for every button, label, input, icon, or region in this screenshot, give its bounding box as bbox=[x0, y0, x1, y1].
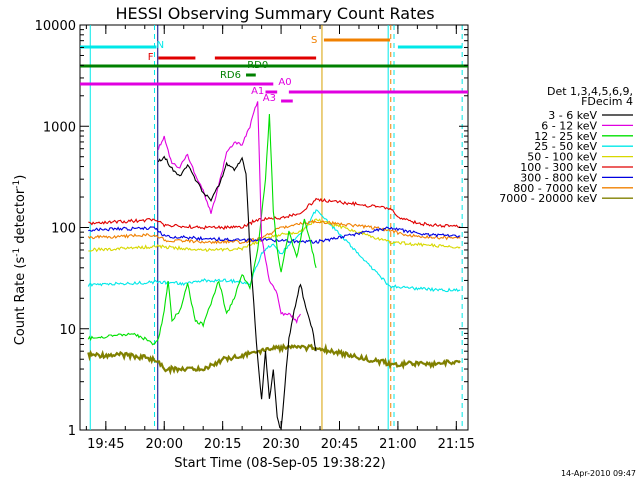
y-axis-label: Count Rate (s-1 detector-1) bbox=[12, 175, 28, 346]
x-axis-label: Start Time (08-Sep-05 19:38:22) bbox=[174, 456, 385, 471]
legend-entry-label: 7000 - 20000 keV bbox=[499, 192, 597, 205]
series-line bbox=[87, 219, 461, 245]
series-line bbox=[87, 343, 461, 376]
legend-title-2: FDecim 4 bbox=[581, 95, 633, 108]
x-tick-label: 19:45 bbox=[87, 437, 124, 452]
x-tick-label: 20:30 bbox=[262, 437, 299, 452]
series-line bbox=[157, 101, 301, 324]
x-tick-label: 20:00 bbox=[146, 437, 183, 452]
legend-entry-label: 25 - 50 keV bbox=[534, 140, 597, 153]
y-tick-label: 1000 bbox=[43, 120, 76, 135]
footer-date: 14-Apr-2010 09:47 bbox=[561, 469, 636, 478]
flag-label: RD6 bbox=[220, 70, 241, 81]
y-axis-label-mid: detector bbox=[13, 188, 28, 248]
y-tick-label: 10000 bbox=[35, 19, 76, 34]
flag-label: A3 bbox=[263, 93, 276, 104]
series-line bbox=[157, 155, 317, 430]
x-tick-label: 21:00 bbox=[379, 437, 416, 452]
legend-entry-label: 800 - 7000 keV bbox=[513, 182, 597, 195]
legend-title-1: Det 1,3,4,5,6,9, bbox=[547, 85, 633, 98]
chart-title: HESSI Observing Summary Count Rates bbox=[115, 4, 434, 23]
flag-label: N bbox=[157, 40, 164, 51]
x-tick-label: 20:15 bbox=[204, 437, 241, 452]
y-axis-label-end: ) bbox=[13, 175, 28, 180]
series-line bbox=[87, 113, 317, 346]
series-lines bbox=[87, 101, 461, 430]
x-tick-label: 21:15 bbox=[438, 437, 475, 452]
series-line bbox=[88, 226, 461, 244]
flag-label: F bbox=[148, 52, 154, 63]
y-axis-label-sup1: -1 bbox=[12, 248, 22, 257]
legend-entry-label: 6 - 12 keV bbox=[541, 119, 597, 132]
flag-label: A0 bbox=[278, 77, 291, 88]
flag-label: RD0 bbox=[247, 60, 268, 71]
y-axis-label-sup2: -1 bbox=[12, 180, 22, 189]
flag-label: S bbox=[311, 35, 317, 46]
y-tick-label: 100 bbox=[51, 222, 76, 237]
series-line bbox=[87, 209, 461, 293]
legend-entry-label: 100 - 300 keV bbox=[520, 161, 597, 174]
y-tick-label: 10 bbox=[59, 323, 76, 338]
series-line bbox=[88, 218, 461, 253]
legend-entry-label: 12 - 25 keV bbox=[534, 130, 597, 143]
legend-entry-label: 3 - 6 keV bbox=[548, 109, 597, 122]
y-axis-label-main: Count Rate (s bbox=[13, 257, 28, 346]
x-tick-label: 20:45 bbox=[321, 437, 358, 452]
legend-entry-label: 300 - 800 keV bbox=[520, 171, 597, 184]
y-tick-label: 1 bbox=[68, 424, 76, 439]
y-axis: 1 10 100 1000 10000 bbox=[35, 19, 468, 439]
legend-entry-label: 50 - 100 keV bbox=[527, 151, 597, 164]
x-axis: 19:45 20:00 20:15 20:30 20:45 21:00 21:15 bbox=[85, 25, 475, 452]
flag-label: A1 bbox=[251, 86, 264, 97]
